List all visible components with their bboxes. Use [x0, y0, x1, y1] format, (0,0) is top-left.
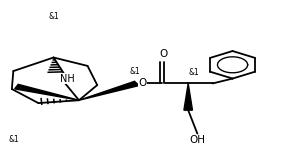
Text: O: O: [160, 49, 168, 59]
Polygon shape: [184, 83, 192, 110]
Text: &1: &1: [8, 135, 19, 144]
Polygon shape: [79, 81, 139, 100]
Text: O: O: [138, 78, 146, 88]
Text: NH: NH: [60, 74, 75, 84]
Text: &1: &1: [129, 67, 140, 76]
Text: OH: OH: [189, 135, 205, 145]
Polygon shape: [15, 84, 79, 100]
Text: &1: &1: [189, 68, 200, 77]
Text: &1: &1: [48, 12, 59, 21]
